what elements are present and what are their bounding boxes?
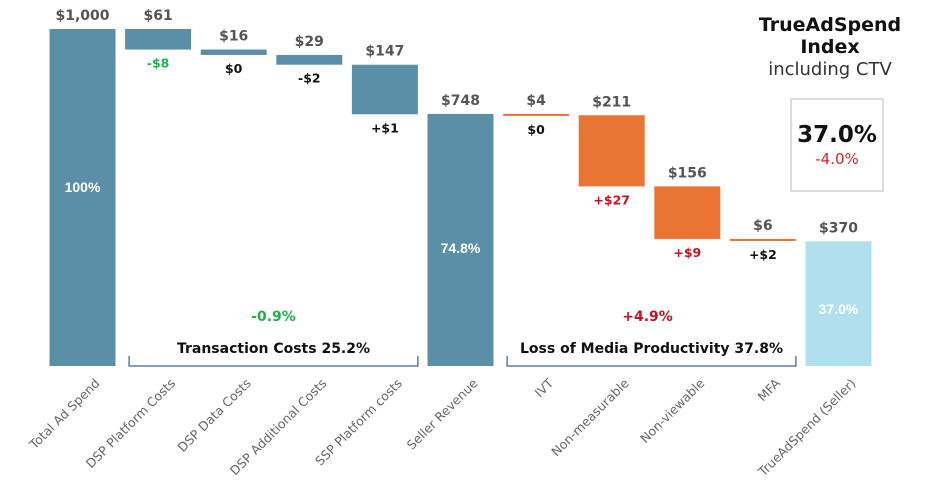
value-label-mfa: $6 [753,218,772,234]
bar-ssp-platform-costs [351,64,418,115]
value-label-dsp-platform-costs: $61 [143,8,172,24]
chart-title: TrueAdSpend Index [758,14,902,58]
groups-layer: Transaction Costs 25.2% -0.9% Loss of Medi… [128,309,797,367]
bar-total-ad-spend [49,29,116,366]
inner-label-trueadspend-seller: 37.0% [819,301,859,317]
bar-non-measurable [578,115,645,187]
index-summary-box: 37.0% -4.0% [790,98,884,192]
delta-label-non-viewable: +$9 [673,245,701,260]
x-tick-dsp-data-costs: DSP Data Costs [174,376,253,455]
bar-dsp-additional-costs [276,54,343,65]
group-label-loss-of-media-productivity: Loss of Media Productivity 37.8% [520,341,783,357]
value-label-non-viewable: $156 [668,165,707,181]
chart-subtitle: including CTV [768,59,892,80]
delta-label-dsp-platform-costs: -$8 [147,56,170,71]
x-tick-non-viewable: Non-viewable [637,375,708,446]
bars-layer [49,29,872,366]
value-label-ssp-platform-costs: $147 [365,44,404,60]
x-tick-mfa: MFA [754,375,783,404]
x-tick-seller-revenue: Seller Revenue [404,375,481,452]
bar-seller-revenue [427,113,494,366]
bar-mfa [729,238,796,241]
value-label-dsp-data-costs: $16 [219,29,248,45]
delta-label-dsp-additional-costs: -$2 [298,71,321,86]
x-tick-ivt: IVT [532,375,557,400]
group-label-transaction-costs: Transaction Costs 25.2% [177,341,370,357]
value-label-dsp-additional-costs: $29 [295,34,324,50]
index-value: 37.0% [797,122,877,148]
value-label-ivt: $4 [526,93,546,109]
group-bracket-transaction-costs [128,356,419,367]
value-label-trueadspend-seller: $370 [819,220,858,236]
index-change: -4.0% [815,150,859,168]
group-delta-transaction-costs: -0.9% [251,309,296,325]
bar-dsp-platform-costs [125,29,192,50]
value-label-seller-revenue: $748 [441,93,480,109]
delta-label-mfa: +$2 [749,247,777,262]
value-label-non-measurable: $211 [592,94,631,110]
bar-ivt [503,113,570,116]
labels-layer: $1,000 100% $61 -$8 $16 $0 $29 -$2 $147 +$1 $748 74… [55,8,858,317]
delta-label-dsp-data-costs: $0 [225,61,243,76]
bar-trueadspend-seller [805,241,872,366]
inner-label-seller-revenue: 74.8% [441,240,481,256]
chart-title-block: TrueAdSpend Index including CTV [730,14,930,80]
x-tick-non-measurable: Non-measurable [548,375,632,459]
delta-label-ivt: $0 [527,122,545,137]
bar-non-viewable [654,186,721,239]
delta-label-ssp-platform-costs: +$1 [371,120,399,135]
inner-label-total-ad-spend: 100% [65,179,101,195]
x-tick-total-ad-spend: Total Ad Spend [26,376,103,453]
group-bracket-loss-of-media-productivity [506,356,797,367]
bar-dsp-data-costs [200,49,267,55]
value-label-total-ad-spend: $1,000 [55,8,109,24]
delta-label-non-measurable: +$27 [593,192,630,207]
group-delta-loss-of-media-productivity: +4.9% [622,309,673,325]
